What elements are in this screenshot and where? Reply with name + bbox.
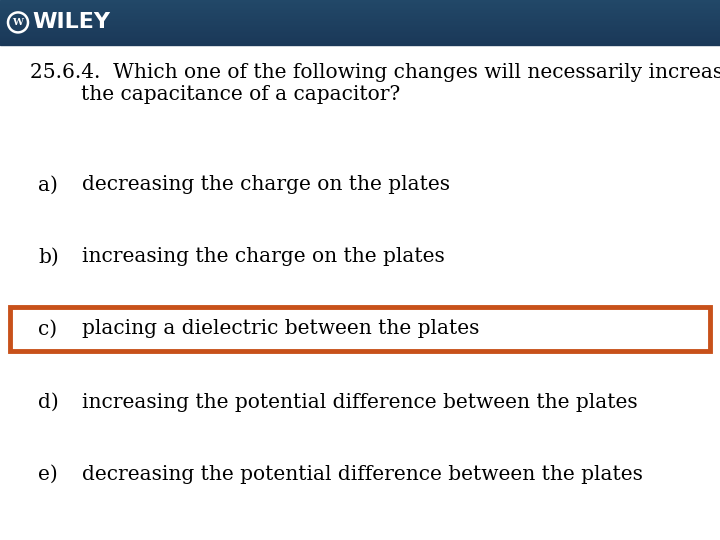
Bar (0, 44, 720, 45)
Bar (0, 3, 720, 4)
Bar (0, 11, 720, 12)
Text: WILEY: WILEY (32, 12, 110, 32)
Text: a): a) (38, 176, 58, 194)
Bar (0, 5, 720, 6)
Text: c): c) (38, 320, 57, 339)
Bar (0, 37, 720, 38)
Bar (0, 19, 720, 20)
Bar (0, 31, 720, 32)
Text: decreasing the potential difference between the plates: decreasing the potential difference betw… (82, 464, 643, 483)
Bar (0, 40, 720, 42)
Bar (0, 17, 720, 18)
Text: increasing the potential difference between the plates: increasing the potential difference betw… (82, 393, 638, 411)
Text: 25.6.4.  Which one of the following changes will necessarily increase: 25.6.4. Which one of the following chang… (30, 63, 720, 82)
Text: placing a dielectric between the plates: placing a dielectric between the plates (82, 320, 480, 339)
Bar (0, 38, 720, 39)
Bar (0, 43, 720, 44)
Text: d): d) (38, 393, 59, 411)
Bar (0, 35, 720, 36)
Bar (0, 39, 720, 40)
Bar (0, 32, 720, 33)
Bar (0, 12, 720, 14)
Bar (0, 0, 720, 1)
Bar (0, 2, 720, 3)
Bar (0, 22, 720, 24)
Bar (0, 4, 720, 5)
Bar (0, 10, 720, 11)
Text: W: W (12, 18, 24, 27)
Bar (0, 28, 720, 29)
Bar (0, 33, 720, 35)
Bar (0, 25, 720, 26)
Bar (0, 20, 720, 21)
Bar (0, 15, 720, 16)
Text: e): e) (38, 464, 58, 483)
Bar (0, 27, 720, 28)
Bar (0, 24, 720, 25)
Text: increasing the charge on the plates: increasing the charge on the plates (82, 247, 445, 267)
Bar (0, 21, 720, 22)
Bar (0, 1, 720, 2)
Text: b): b) (38, 247, 59, 267)
Bar (0, 18, 720, 19)
Bar (0, 42, 720, 43)
Bar (0, 36, 720, 37)
Text: decreasing the charge on the plates: decreasing the charge on the plates (82, 176, 450, 194)
FancyBboxPatch shape (10, 307, 710, 351)
Text: the capacitance of a capacitor?: the capacitance of a capacitor? (30, 85, 400, 104)
Bar (0, 8, 720, 9)
Bar (0, 6, 720, 8)
Bar (0, 26, 720, 27)
Bar (0, 30, 720, 31)
Bar (0, 29, 720, 30)
Bar (0, 14, 720, 15)
Bar (0, 16, 720, 17)
Bar (0, 9, 720, 10)
